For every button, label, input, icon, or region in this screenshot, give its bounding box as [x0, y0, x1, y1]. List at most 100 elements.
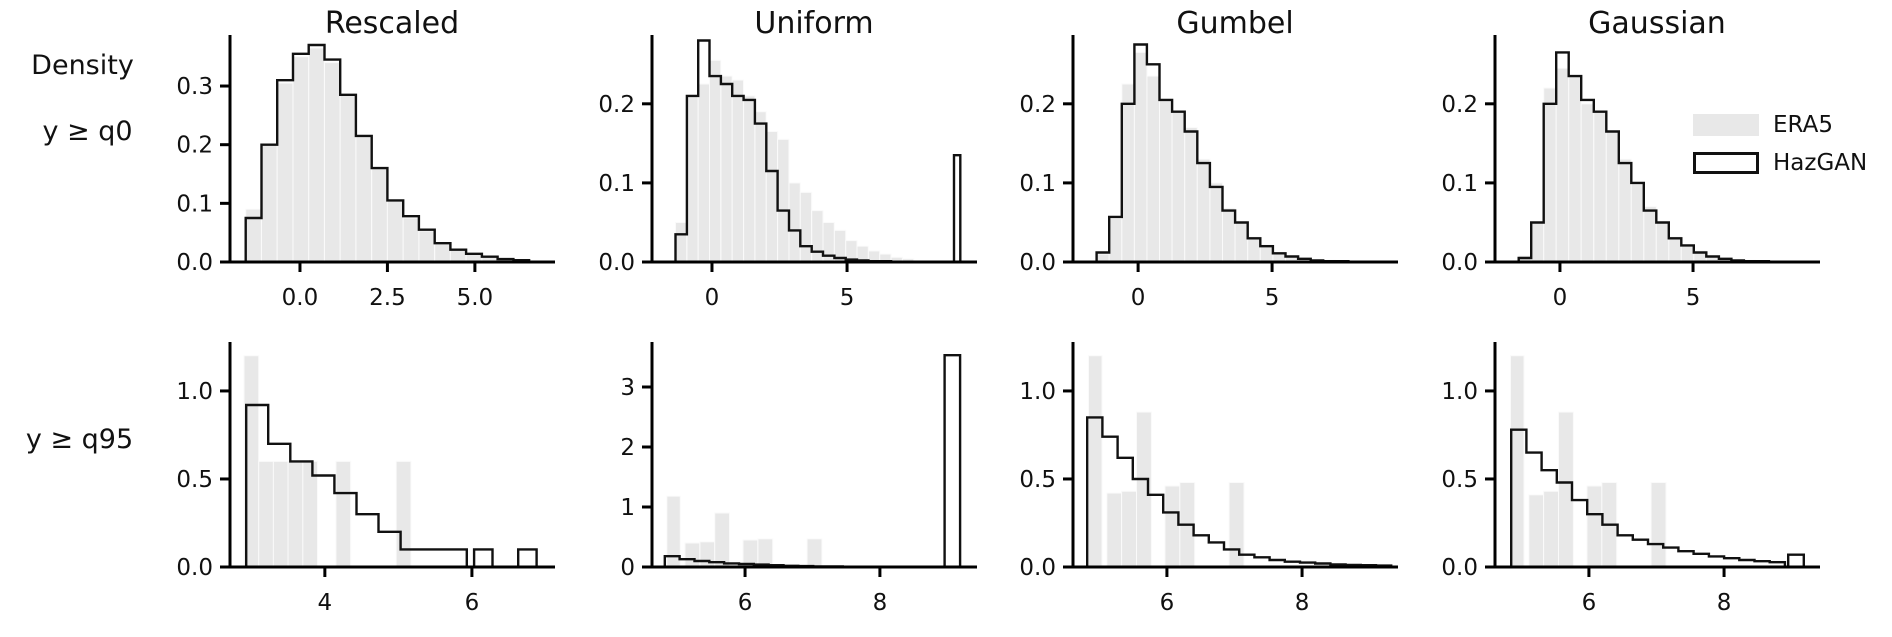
y-tick-label: 0.1: [598, 171, 635, 197]
era5-bar: [1133, 51, 1148, 263]
era5-bar: [449, 248, 467, 263]
era5-bar: [355, 135, 373, 263]
y-tick-label: 0.3: [176, 74, 213, 100]
y-tick-label: 0.2: [1441, 92, 1478, 118]
x-tick-label: 6: [1582, 590, 1597, 616]
era5-bar: [1106, 492, 1123, 568]
y-tick-label: 0.5: [1019, 467, 1056, 493]
era5-bar: [1586, 485, 1603, 568]
era5-bar: [754, 111, 767, 263]
era5-bar: [1568, 75, 1582, 263]
y-tick-label: 0.0: [1441, 555, 1478, 581]
y-tick-label: 0.1: [1441, 171, 1478, 197]
era5-bar: [743, 95, 756, 263]
era5-bar: [371, 167, 388, 263]
x-tick-label: 6: [1160, 590, 1175, 616]
era5-bar: [1643, 206, 1657, 263]
axes: 0 5 0.0 0.1 0.2: [1441, 35, 1820, 311]
col-title-gaussian: Gaussian: [1588, 6, 1726, 41]
y-tick-label: 0.5: [176, 467, 213, 493]
x-tick-label: 0: [1131, 285, 1146, 311]
legend-label-era5: ERA5: [1773, 112, 1833, 138]
hazgan-swatch-icon: [1693, 152, 1759, 174]
x-tick-label: 6: [738, 590, 753, 616]
era5-bar: [261, 144, 278, 263]
y-tick-label: 0.0: [1019, 555, 1056, 581]
era5-bar: [788, 182, 801, 263]
axes: 0.0 2.5 5.0 0.0 0.1 0.2 0.3: [176, 35, 555, 311]
era5-bars: [243, 355, 412, 568]
era5-bar: [418, 230, 436, 263]
era5-bar: [720, 75, 733, 263]
era5-bar: [1159, 99, 1173, 263]
era5-bars: [1096, 51, 1349, 263]
era5-bar: [1510, 355, 1525, 568]
legend-item-era5: ERA5: [1693, 112, 1867, 138]
hazgan-step: [245, 403, 538, 569]
panel-gumbel-q0: 0 5 0.0 0.1 0.2: [1019, 35, 1398, 311]
panel-gaussian-q0: 0 5 0.0 0.1 0.2: [1441, 35, 1820, 311]
legend: ERA5 HazGAN: [1693, 112, 1867, 188]
hazgan-step: [663, 354, 962, 569]
era5-bars: [245, 47, 530, 263]
era5-bar: [1184, 127, 1198, 263]
era5-bar: [434, 242, 451, 263]
era5-bar: [302, 460, 318, 568]
axes: 6 8 0 1 2 3: [620, 342, 977, 616]
era5-bars: [1510, 355, 1667, 568]
y-tick-label: 0.1: [1019, 171, 1056, 197]
era5-bar: [308, 47, 325, 263]
x-tick-label: 0: [705, 285, 720, 311]
y-tick-label: 1: [620, 495, 635, 521]
x-tick-label: 5.0: [457, 285, 494, 311]
era5-bar: [292, 56, 310, 263]
hazgan-step: [1086, 416, 1393, 567]
hazgan-step: [1510, 428, 1805, 569]
x-tick-label: 0: [1553, 285, 1568, 311]
era5-bar: [402, 217, 420, 263]
era5-bar: [1196, 158, 1211, 263]
era5-bar: [1108, 218, 1123, 263]
era5-bar: [339, 94, 357, 263]
era5-bar: [324, 62, 341, 263]
era5-bar: [799, 191, 813, 263]
era5-bar: [1593, 111, 1607, 263]
era5-bar: [1605, 131, 1620, 263]
era5-bar: [714, 512, 731, 568]
panel-rescaled-q0: 0.0 2.5 5.0 0.0 0.1 0.2 0.3: [176, 35, 555, 311]
hazgan-step: [1517, 51, 1771, 263]
era5-bar: [1121, 490, 1137, 568]
y-tick-label: 0.0: [1441, 250, 1478, 276]
era5-bar: [1088, 355, 1103, 568]
era5-bar: [709, 59, 722, 263]
y-tick-label: 1.0: [176, 379, 213, 405]
era5-bar: [1209, 182, 1224, 263]
era5-bar: [386, 199, 404, 263]
era5-bar: [765, 131, 779, 263]
x-tick-label: 8: [873, 590, 888, 616]
legend-item-hazgan: HazGAN: [1693, 150, 1867, 176]
era5-bar: [1247, 236, 1261, 263]
era5-bar: [686, 95, 699, 263]
y-tick-label: 3: [620, 375, 635, 401]
era5-bar: [1121, 83, 1135, 263]
era5-bar: [684, 542, 701, 568]
axes: 0 5 0.0 0.1 0.2: [598, 35, 977, 311]
era5-bars: [666, 495, 823, 568]
era5-bar: [1680, 244, 1695, 263]
era5-bars: [675, 59, 915, 263]
era5-bar: [731, 79, 745, 263]
axes: 6 8 0.0 0.5 1.0: [1441, 342, 1820, 616]
era5-swatch-icon: [1693, 114, 1759, 136]
panel-gumbel-q95: 6 8 0.0 0.5 1.0: [1019, 342, 1398, 616]
y-tick-label: 0.1: [176, 191, 213, 217]
hazgan-step: [1095, 43, 1350, 263]
y-tick-label: 0.0: [1019, 250, 1056, 276]
era5-bar: [1234, 222, 1249, 263]
col-title-rescaled: Rescaled: [324, 6, 460, 41]
axes: 0 5 0.0 0.1 0.2: [1019, 35, 1398, 311]
era5-bar: [777, 138, 790, 263]
y-tick-label: 0.2: [1019, 92, 1056, 118]
